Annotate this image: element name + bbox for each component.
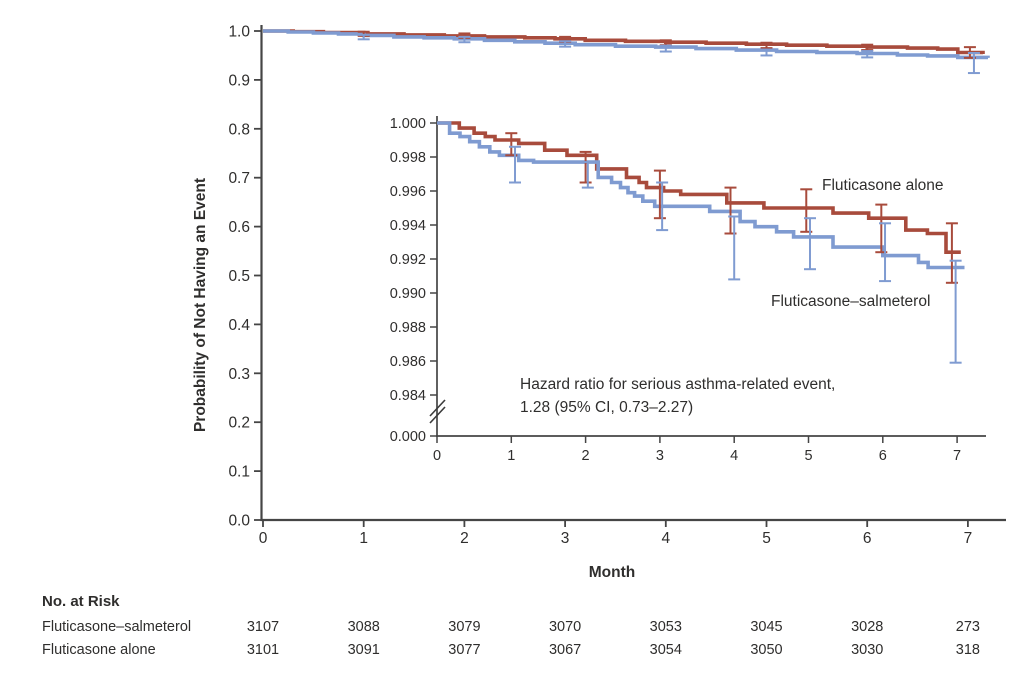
risk-table: No. at Risk Fluticasone–salmeterol 3107 30… <box>42 593 980 658</box>
main-y-tick-label: 0.1 <box>228 464 250 481</box>
main-y-tick-label: 0.9 <box>228 72 250 89</box>
main-x-tick-label: 2 <box>460 530 469 547</box>
km-curve-inset-fluticasone-alone <box>437 121 961 254</box>
main-y-tick-label: 0.3 <box>228 366 250 383</box>
inset-y-tick-label: 0.998 <box>390 150 426 166</box>
main-x-tick-label: 4 <box>661 530 670 547</box>
axis-break-icon <box>429 406 446 424</box>
inset-x-tick-label: 5 <box>804 448 812 464</box>
main-x-tick-label: 7 <box>964 530 973 547</box>
main-y-tick-label: 0.5 <box>228 268 250 285</box>
risk-value: 3067 <box>549 642 581 658</box>
main-y-tick-label: 0.6 <box>228 219 250 236</box>
inset-axes: 1.000 0.998 0.996 0.994 0.992 0.990 0.988 0.986… <box>390 116 986 464</box>
inset-x-tick-label: 4 <box>730 448 738 464</box>
main-x-tick-label: 0 <box>259 530 268 547</box>
risk-value: 3107 <box>247 619 279 635</box>
main-series <box>263 29 990 60</box>
main-y-tick-label: 0.2 <box>228 415 250 432</box>
inset-x-tick-label: 6 <box>879 448 887 464</box>
inset-y-tick-label: 0.984 <box>390 388 426 404</box>
main-x-tick-label: 6 <box>863 530 872 547</box>
risk-value: 3070 <box>549 619 581 635</box>
risk-row-label: Fluticasone–salmeterol <box>42 619 191 635</box>
risk-value: 3030 <box>851 642 883 658</box>
risk-value: 3045 <box>750 619 782 635</box>
km-curve-main-fluticasone-salmeterol <box>263 29 990 60</box>
inset-x-tick-label: 3 <box>656 448 664 464</box>
risk-value: 3028 <box>851 619 883 635</box>
inset-y-tick-label-zero: 0.000 <box>390 429 426 445</box>
x-axis-title: Month <box>589 564 635 581</box>
risk-value: 318 <box>956 642 980 658</box>
main-y-tick-label: 0.7 <box>228 170 250 187</box>
risk-value: 3077 <box>448 642 480 658</box>
inset-x-tick-label: 7 <box>953 448 961 464</box>
main-axes: 0.0 0.1 0.2 0.3 0.4 0.5 0.6 0.7 0.8 0.9 1.0 0 1 2 3 4 5 6… <box>228 24 1006 547</box>
inset-x-tick-label: 1 <box>507 448 515 464</box>
hazard-ratio-line2: 1.28 (95% CI, 0.73–2.27) <box>520 399 693 416</box>
main-x-tick-label: 5 <box>762 530 771 547</box>
inset-y-tick-label: 0.996 <box>390 184 426 200</box>
risk-value: 3091 <box>348 642 380 658</box>
risk-value: 3050 <box>750 642 782 658</box>
inset-y-tick-label: 0.986 <box>390 354 426 370</box>
km-curve-inset-fluticasone-salmeterol <box>437 121 965 270</box>
main-x-tick-label: 3 <box>561 530 570 547</box>
inset-x-tick-label: 0 <box>433 448 441 464</box>
risk-value: 3101 <box>247 642 279 658</box>
main-x-tick-label: 1 <box>359 530 368 547</box>
inset-y-tick-label: 1.000 <box>390 116 426 132</box>
inset-x-tick-label: 2 <box>582 448 590 464</box>
main-plot: 0.0 0.1 0.2 0.3 0.4 0.5 0.6 0.7 0.8 0.9 1.0 0 1 2 3 4 5 6… <box>192 24 1006 581</box>
inset-series <box>437 121 965 270</box>
risk-value: 273 <box>956 619 980 635</box>
risk-row-label: Fluticasone alone <box>42 642 156 658</box>
legend-fluticasone-alone: Fluticasone alone <box>822 177 944 194</box>
inset-y-tick-label: 0.992 <box>390 252 426 268</box>
risk-value: 3088 <box>348 619 380 635</box>
risk-table-header: No. at Risk <box>42 593 120 610</box>
risk-table-rows: Fluticasone–salmeterol 3107 3088 3079 3070 30… <box>42 619 980 658</box>
risk-value: 3079 <box>448 619 480 635</box>
inset-y-tick-label: 0.994 <box>390 218 426 234</box>
legend-fluticasone-salmeterol: Fluticasone–salmeterol <box>771 293 930 310</box>
risk-value: 3054 <box>650 642 682 658</box>
inset-error-bars <box>505 132 962 364</box>
y-axis-title: Probability of Not Having an Event <box>192 178 209 432</box>
main-y-tick-label: 1.0 <box>228 24 250 41</box>
inset-plot: 1.000 0.998 0.996 0.994 0.992 0.990 0.988 0.986… <box>390 116 986 464</box>
risk-value: 3053 <box>650 619 682 635</box>
main-y-tick-label: 0.4 <box>228 317 250 334</box>
axis-break-icon <box>429 399 446 417</box>
inset-y-tick-label: 0.988 <box>390 320 426 336</box>
main-error-bars <box>357 30 980 75</box>
main-y-tick-label: 0.8 <box>228 121 250 138</box>
main-y-tick-label: 0.0 <box>228 513 250 530</box>
hazard-ratio-line1: Hazard ratio for serious asthma-related … <box>520 376 835 393</box>
inset-y-tick-label: 0.990 <box>390 286 426 302</box>
